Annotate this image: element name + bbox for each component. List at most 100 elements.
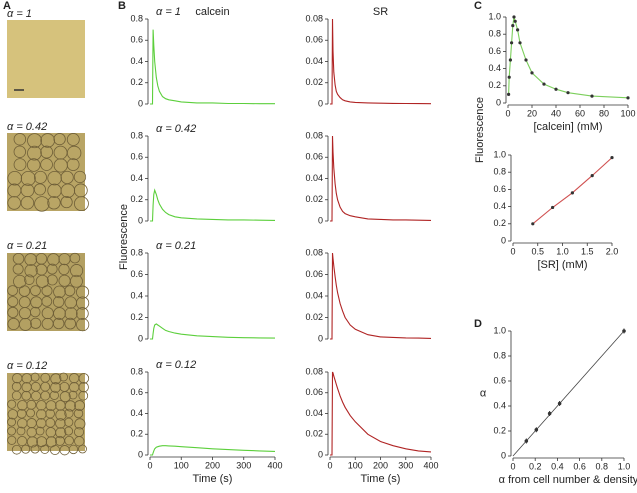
cell (64, 307, 78, 321)
y-tick-label: 0.04 (305, 290, 323, 300)
cell (75, 307, 89, 320)
data-line (508, 16, 629, 99)
point (557, 401, 562, 406)
cell (64, 285, 76, 297)
cell (50, 382, 61, 393)
x-tick-label: 100 (348, 460, 363, 470)
data-line (330, 371, 432, 456)
y-tick-label: 0 (318, 98, 323, 108)
x-tick-label: 80 (599, 108, 609, 118)
panel-label: D (474, 318, 482, 330)
cell (20, 171, 36, 186)
y-tick-label: 0 (138, 333, 143, 343)
y-tick-label: 0.8 (493, 350, 506, 360)
micrograph (7, 20, 85, 98)
micrograph-label: α = 0.21 (7, 240, 47, 252)
y-tick-label: 0.4 (488, 63, 501, 73)
cell (76, 296, 90, 310)
cell (33, 183, 46, 196)
y-tick-label: 0.08 (305, 247, 323, 257)
cell (7, 306, 19, 318)
annotation: α = 0.42 (156, 123, 196, 135)
x-tick-label: 0 (505, 108, 510, 118)
x-tick-label: 60 (575, 108, 585, 118)
y-tick-label: 0.6 (493, 184, 506, 194)
cell (30, 285, 41, 297)
point (511, 24, 515, 28)
cell (19, 318, 32, 331)
x-tick-label: 0.5 (531, 246, 544, 256)
cell (73, 408, 84, 419)
micrograph-label: α = 0.12 (7, 360, 47, 372)
point (542, 82, 546, 86)
cell (7, 435, 17, 445)
data-line (150, 445, 276, 456)
y-tick-label: 0.8 (493, 167, 506, 177)
cell (7, 417, 16, 427)
cell (24, 264, 38, 278)
cell (66, 133, 80, 146)
cell (59, 372, 68, 382)
y-tick-label: 0 (496, 97, 501, 107)
x-tick-label: 1.0 (618, 461, 631, 471)
y-tick-label: 0.6 (130, 269, 143, 279)
y-tick-label: 0.8 (130, 247, 143, 257)
cell (50, 373, 62, 385)
data-line (330, 252, 432, 340)
x-tick-label: 0 (147, 460, 152, 470)
point (551, 205, 555, 210)
point (512, 15, 516, 19)
cell (27, 145, 42, 161)
cell (73, 170, 87, 184)
point (531, 222, 535, 226)
cell (27, 158, 41, 172)
y-tick-label: 0.02 (305, 194, 323, 204)
y-tick-label: 0 (138, 215, 143, 225)
point (508, 58, 512, 62)
y-tick-label: 0.02 (305, 77, 323, 87)
x-tick-label: 100 (620, 108, 635, 118)
cell (47, 196, 61, 210)
y-tick-label: 0 (501, 235, 506, 245)
cell (11, 390, 22, 401)
cell (66, 158, 80, 171)
cell (30, 317, 42, 329)
x-tick-label: 300 (236, 460, 251, 470)
x-tick-label: 200 (373, 460, 388, 470)
y-tick-label: 0 (318, 215, 323, 225)
y-tick-label: 0 (138, 98, 143, 108)
y-tick-label: 0.8 (130, 366, 143, 376)
cell (30, 444, 40, 454)
cell (53, 285, 66, 299)
y-tick-label: 1.0 (488, 11, 501, 21)
cell (49, 390, 59, 400)
point (518, 41, 522, 45)
chart-title: calcein (195, 6, 229, 18)
cell (68, 444, 79, 455)
y-tick-label: 0.4 (493, 400, 506, 410)
cell (34, 196, 50, 212)
point (590, 174, 594, 178)
point (547, 411, 552, 416)
x-tick-label: 400 (267, 460, 282, 470)
cell (70, 264, 84, 278)
point (516, 28, 520, 32)
point (534, 427, 539, 432)
y-tick-label: 0.6 (493, 375, 506, 385)
cell (13, 145, 26, 158)
cell (64, 426, 74, 436)
cell (58, 263, 70, 276)
y-tick-label: 0.06 (305, 35, 323, 45)
cell (46, 274, 58, 286)
y-tick-label: 0.06 (305, 387, 323, 397)
y-tick-label: 0.04 (305, 56, 323, 66)
x-tick-label: 0.6 (573, 461, 586, 471)
cell (7, 296, 19, 308)
y-tick-label: 0.4 (130, 56, 143, 66)
point (510, 41, 514, 45)
x-tick-label: 200 (205, 460, 220, 470)
y-tick-label: 0 (138, 449, 143, 459)
y-tick-label: 0.2 (130, 194, 143, 204)
y-axis-label: Fluorescence (474, 97, 486, 163)
point (554, 87, 558, 91)
